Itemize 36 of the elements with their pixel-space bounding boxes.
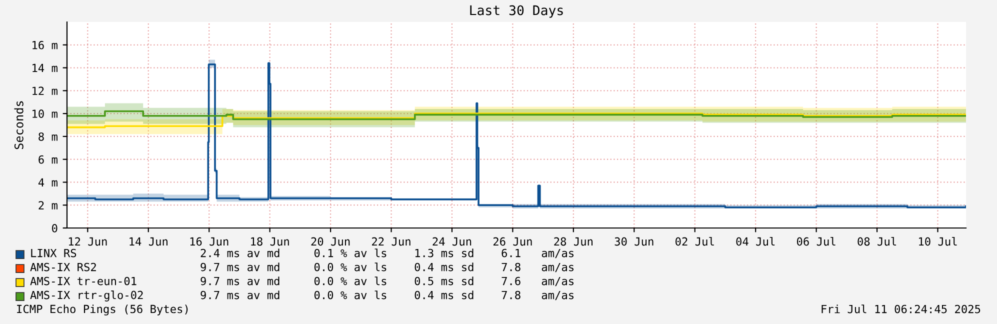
x-tick-label: 08 Jul [858,237,896,246]
y-tick-label: 8 m [38,132,58,141]
x-tick-label: 12 Jun [68,237,107,246]
text: 9.7 ms av md 0.0 % av ls 0.5 ms sd 7.6 am/as [200,276,574,286]
y-tick-label: 0 [52,224,58,232]
x-tick-label: 04 Jul [736,237,775,246]
x-tick-label: 06 Jul [796,237,836,246]
y-tick-label: 16 m [32,40,58,50]
x-tick-label: 18 Jun [251,237,289,246]
y-tick-label: 2 m [38,201,58,210]
x-tick-label: 16 Jun [190,237,228,246]
x-tick-label: 28 Jun [554,237,593,246]
y-tick-label: 6 m [38,155,58,164]
x-tick-label: 26 Jun [493,237,532,246]
legend-label: LINX RS [31,248,76,258]
y-axis-title: Seconds [14,101,24,150]
y-tick-label: 10 m [32,110,58,118]
legend-label: AMS-IX rtr-glo-02 [30,290,143,302]
x-tick-label: 24 Jun [432,237,472,246]
text: 9.7 ms av md 0.0 % av ls 0.4 ms sd 7.8 am/as [200,262,574,272]
x-tick-label: 22 Jun [372,237,410,246]
legend-label: AMS-IX tr-eun-01 [30,276,136,286]
y-tick-label: 14 m [32,64,58,72]
x-tick-label: 30 Jun [614,237,654,246]
chart-title: Last 30 Days [470,5,563,18]
x-tick-label: 02 Jul [676,237,714,246]
x-tick-label: 10 Jul [919,237,957,246]
x-tick-label: 20 Jun [311,237,350,246]
text: Fri Jul 11 06:24:45 2025 [822,304,980,314]
text: 2.4 ms av md 0.1 % av ls 1.3 ms sd 6.1 am/as [200,248,574,258]
legend-label: AMS-IX RS2 [30,262,96,272]
x-tick-label: 14 Jun [130,237,168,246]
y-tick-label: 4 m [38,178,58,186]
text: 9.7 ms av md 0.0 % av ls 0.4 ms sd 7.8 am/as [200,290,574,300]
text: ICMP Echo Pings (56 Bytes) [17,304,188,316]
y-tick-label: 12 m [32,86,58,95]
